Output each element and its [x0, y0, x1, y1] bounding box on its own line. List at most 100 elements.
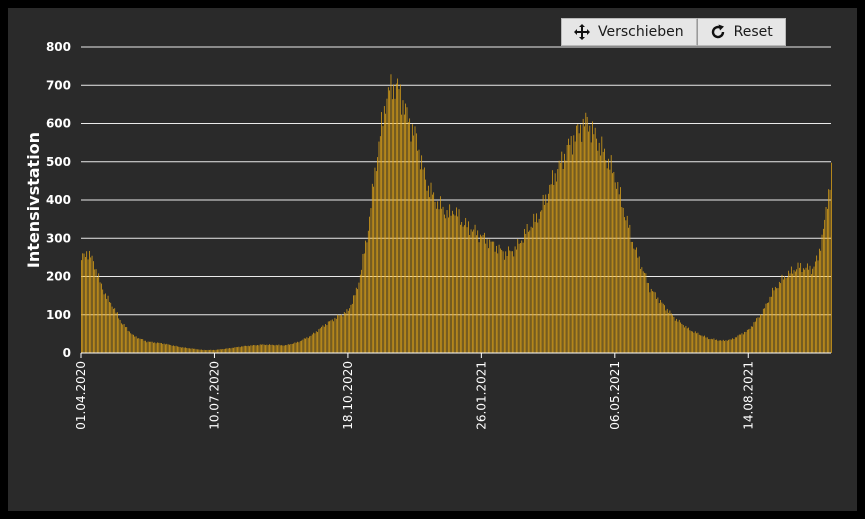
bar: [469, 235, 471, 353]
bar: [85, 257, 86, 353]
bar: [745, 331, 747, 353]
bar: [443, 214, 445, 353]
bar: [640, 268, 641, 353]
bar: [217, 349, 218, 353]
bar: [494, 251, 496, 353]
bar: [415, 133, 417, 353]
bar: [568, 138, 569, 353]
bar: [134, 336, 136, 353]
bar: [634, 249, 636, 353]
bar: [522, 242, 524, 353]
bar: [526, 224, 528, 353]
bar: [194, 348, 196, 353]
bar: [249, 346, 250, 353]
bar: [548, 193, 549, 353]
bar: [425, 179, 427, 353]
bar: [562, 168, 564, 353]
bar: [145, 340, 146, 353]
bar: [318, 329, 320, 353]
pan-button-label: Verschieben: [598, 24, 684, 40]
bar: [489, 239, 491, 353]
bar: [530, 226, 532, 353]
x-tick-label: 18.10.2020: [341, 361, 355, 430]
bar: [581, 141, 583, 353]
bar: [701, 335, 703, 353]
bar: [213, 349, 214, 353]
x-tick-label: 06.05.2021: [608, 361, 622, 430]
bar: [750, 326, 752, 353]
bar: [398, 89, 400, 353]
bar: [654, 292, 656, 353]
bar: [572, 154, 573, 353]
bar: [386, 98, 388, 354]
bar: [509, 250, 511, 353]
bar: [831, 162, 832, 353]
bar: [109, 302, 110, 353]
bar: [242, 346, 244, 353]
bar: [554, 173, 556, 353]
bar: [773, 290, 775, 353]
bar: [93, 261, 94, 353]
bar: [641, 267, 643, 353]
y-tick-label: 800: [46, 40, 71, 54]
bar: [211, 350, 213, 353]
bar: [782, 279, 784, 353]
bar: [369, 216, 370, 353]
bar: [267, 345, 269, 353]
bar: [677, 321, 679, 353]
bar: [456, 207, 457, 353]
bar: [686, 328, 688, 353]
bar: [633, 248, 635, 353]
bar: [565, 160, 567, 353]
reset-button[interactable]: Reset: [696, 18, 786, 46]
bar: [83, 253, 85, 353]
bar: [566, 144, 568, 353]
bar: [758, 317, 760, 353]
bar: [805, 267, 807, 353]
bar: [437, 201, 439, 353]
bar: [684, 327, 685, 353]
bar: [451, 210, 453, 353]
bar: [705, 337, 707, 353]
bar: [664, 305, 665, 353]
bar: [557, 169, 559, 353]
bar: [274, 345, 276, 353]
bar: [391, 99, 393, 353]
bar: [389, 90, 391, 353]
bar: [293, 343, 294, 353]
bar: [361, 269, 362, 353]
bar: [255, 345, 257, 353]
bar: [161, 343, 162, 353]
bar: [349, 308, 350, 353]
bar: [458, 209, 460, 353]
pan-button[interactable]: Verschieben: [561, 18, 697, 46]
bar: [669, 310, 671, 353]
x-tick-label: 14.08.2021: [741, 361, 755, 430]
bar: [650, 288, 652, 353]
bar: [698, 334, 700, 353]
bar: [673, 316, 675, 353]
bar: [270, 344, 272, 353]
bar: [253, 345, 254, 353]
bar: [776, 288, 778, 353]
bar: [409, 118, 411, 353]
bar: [101, 283, 102, 353]
bar: [98, 273, 100, 353]
bar: [585, 112, 587, 353]
bar: [363, 253, 365, 353]
bar: [574, 141, 576, 353]
bar: [306, 337, 308, 353]
bar: [347, 310, 349, 353]
bar: [301, 340, 302, 353]
bar: [730, 339, 732, 353]
bar: [809, 265, 811, 353]
bar: [282, 345, 284, 353]
bar: [746, 329, 748, 353]
bar: [772, 287, 774, 353]
bar: [801, 272, 803, 353]
bar: [229, 348, 230, 353]
bar: [197, 349, 198, 353]
bar: [588, 131, 589, 353]
bar: [812, 268, 814, 353]
bar: [718, 340, 720, 353]
